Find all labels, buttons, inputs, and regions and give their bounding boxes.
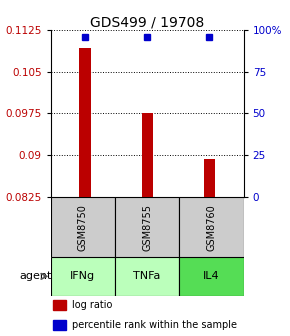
Text: GSM8760: GSM8760	[206, 204, 216, 251]
Bar	[51, 197, 115, 257]
Bar	[142, 114, 153, 197]
Title: GDS499 / 19708: GDS499 / 19708	[90, 15, 204, 29]
Text: TNFa: TNFa	[133, 271, 161, 281]
Text: IFNg: IFNg	[70, 271, 95, 281]
Bar	[51, 257, 115, 296]
Text: percentile rank within the sample: percentile rank within the sample	[72, 320, 237, 330]
Text: agent: agent	[20, 271, 52, 281]
Bar	[115, 197, 179, 257]
Bar	[79, 48, 90, 197]
Text: log ratio: log ratio	[72, 300, 112, 310]
Bar	[115, 257, 179, 296]
Bar	[179, 257, 244, 296]
Text: GSM8750: GSM8750	[78, 204, 88, 251]
Text: IL4: IL4	[203, 271, 220, 281]
Bar	[179, 197, 244, 257]
Text: GSM8755: GSM8755	[142, 204, 152, 251]
Bar	[204, 159, 215, 197]
Bar	[53, 320, 66, 331]
Bar	[53, 300, 66, 310]
